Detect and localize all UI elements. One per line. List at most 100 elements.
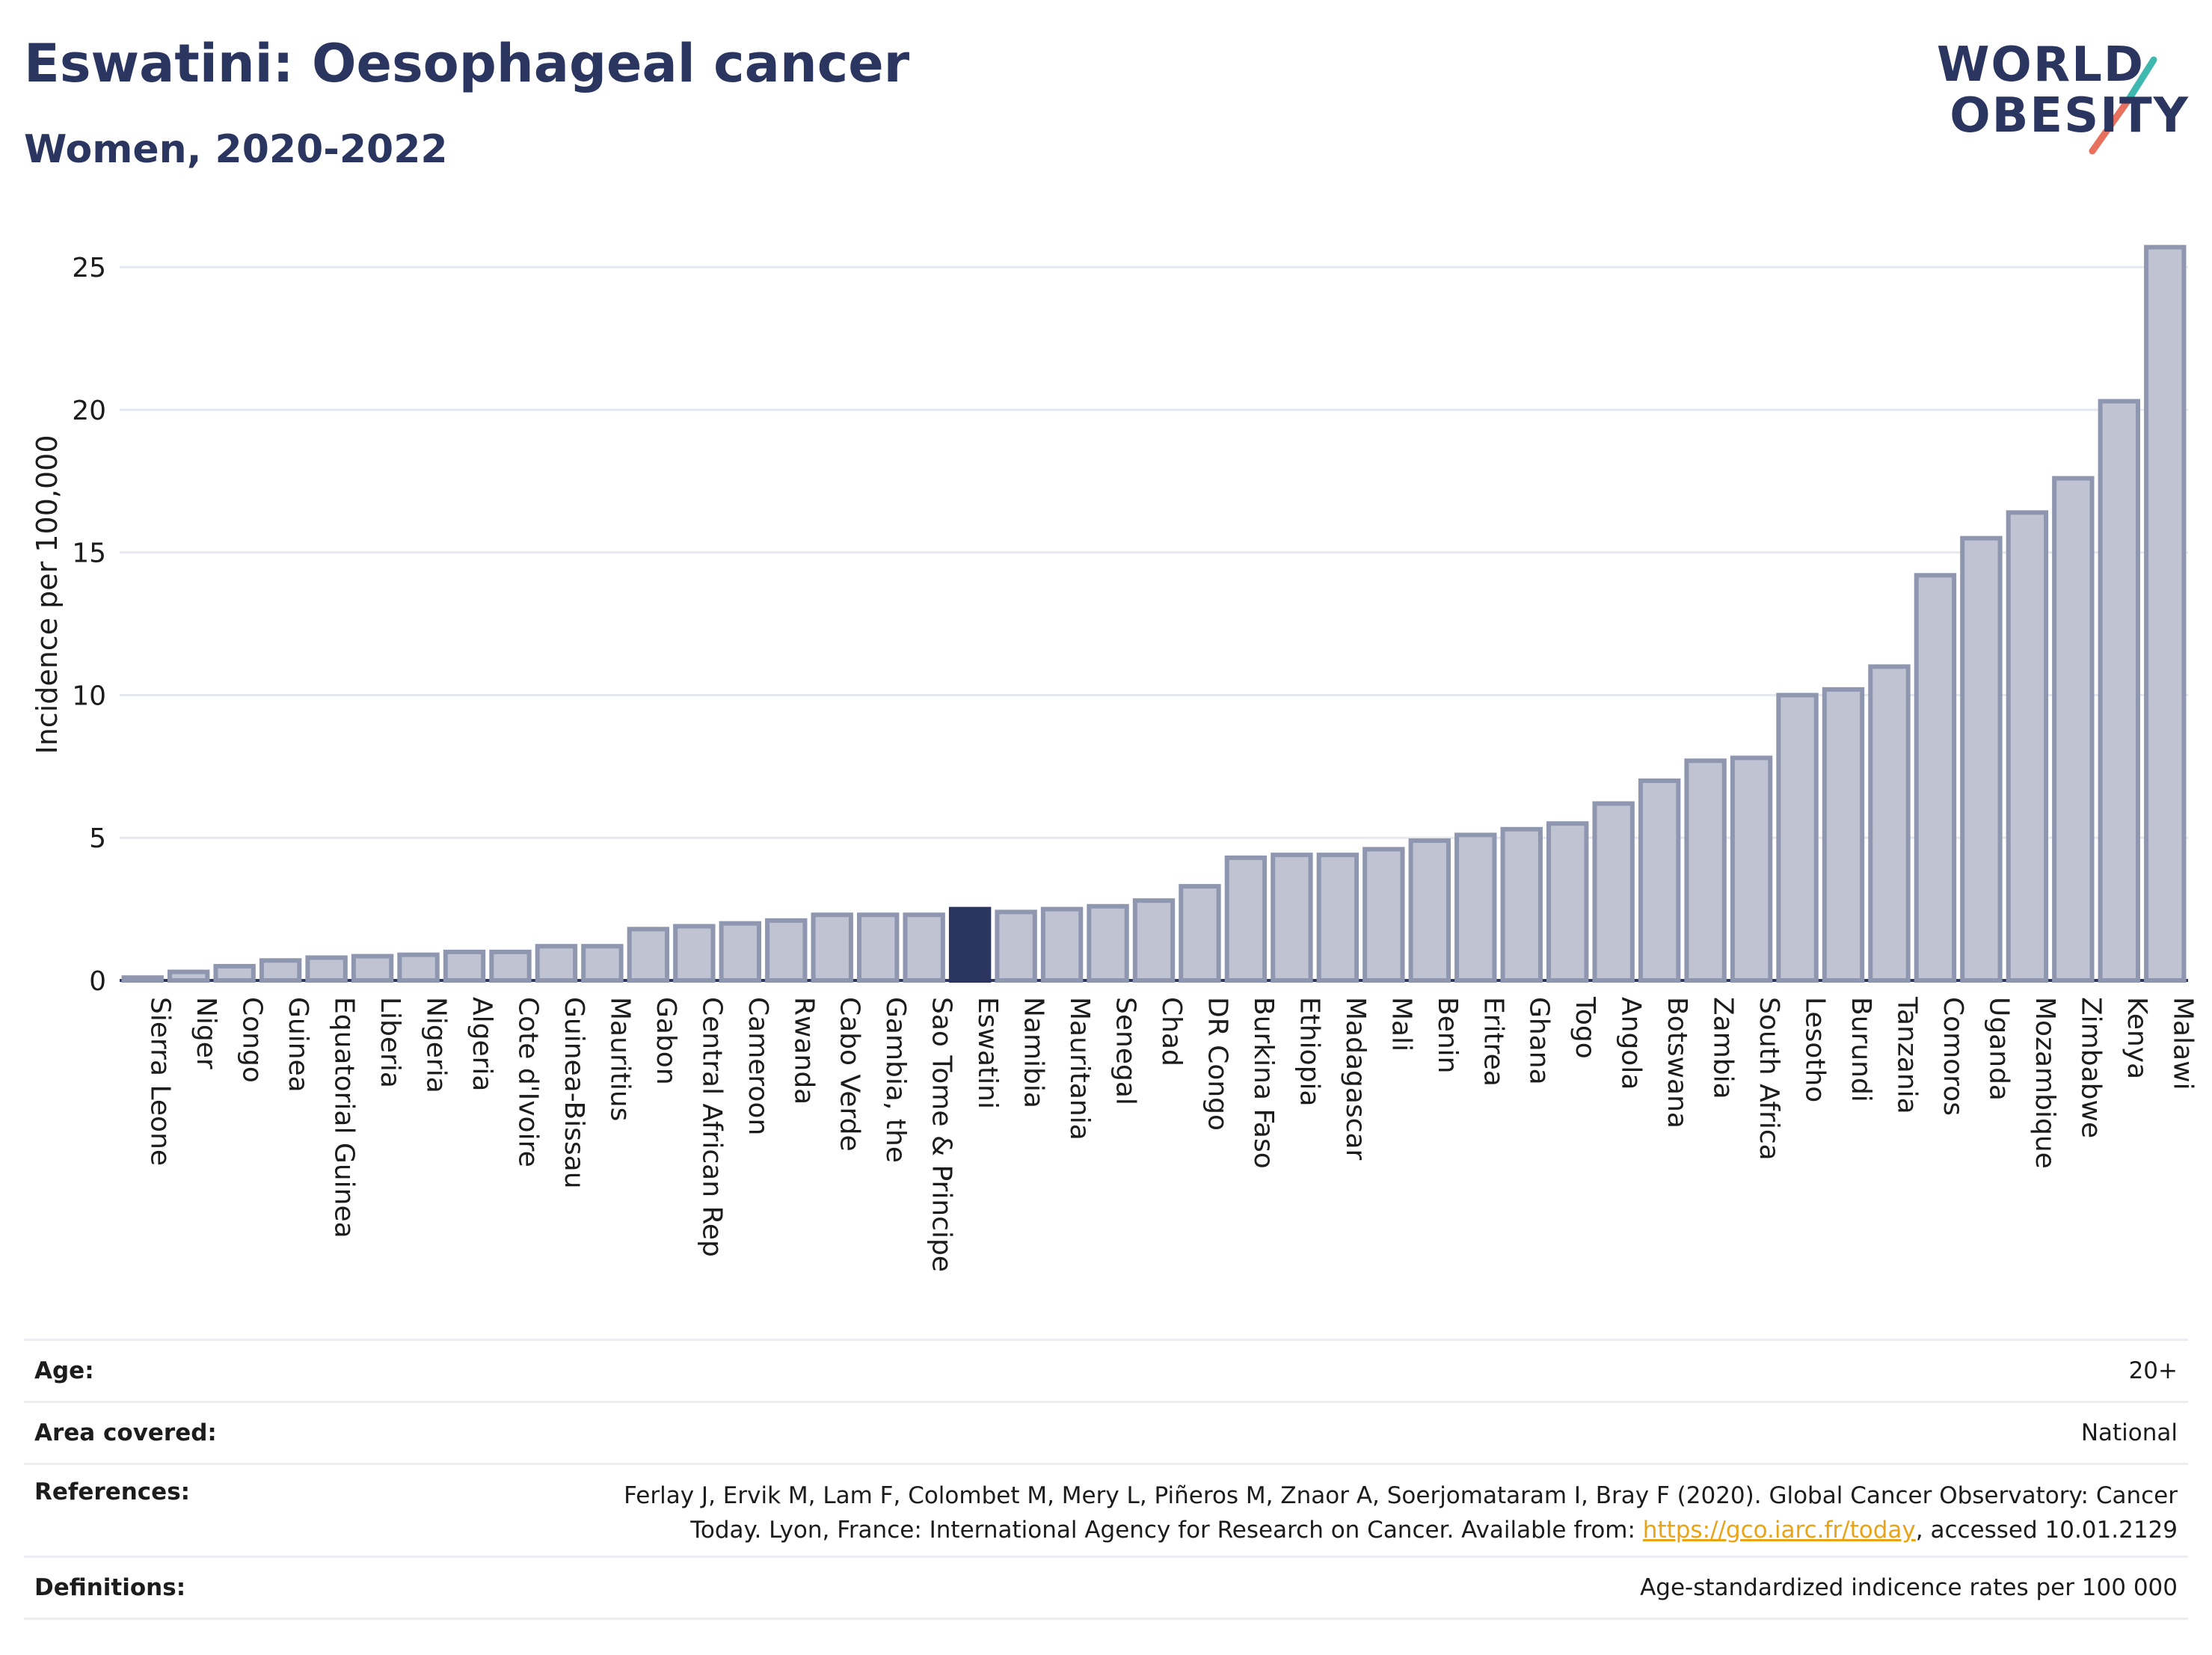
bar-cote-d-ivoire[interactable] bbox=[489, 949, 532, 983]
y-tick-labels: 0 5 10 15 20 25 bbox=[72, 253, 106, 997]
bar-gambia-the[interactable] bbox=[856, 912, 900, 983]
x-tick-label: Mozambique bbox=[2030, 997, 2060, 1169]
y-tick-label: 10 bbox=[72, 681, 106, 711]
x-tick-label: Tanzania bbox=[1891, 996, 1922, 1114]
bar-mali[interactable] bbox=[1362, 847, 1405, 983]
x-tick-label: Lesotho bbox=[1800, 997, 1831, 1102]
bar-algeria[interactable] bbox=[443, 949, 486, 983]
bar-congo[interactable] bbox=[213, 963, 256, 983]
bar-equatorial-guinea[interactable] bbox=[305, 955, 348, 983]
chart-subtitle: Women, 2020-2022 bbox=[24, 127, 448, 172]
bar-lesotho[interactable] bbox=[1776, 693, 1819, 983]
bar-togo[interactable] bbox=[1546, 821, 1589, 983]
info-table: Age: 20+ Area covered: National Referenc… bbox=[24, 1339, 2188, 1620]
x-tick-label: Eswatini bbox=[972, 997, 1003, 1109]
x-tick-label: Kenya bbox=[2122, 997, 2152, 1079]
bar-namibia[interactable] bbox=[995, 909, 1037, 983]
logo-line-2: OBESITY bbox=[1950, 88, 2190, 144]
x-tick-label: Gambia, the bbox=[880, 997, 911, 1163]
bar-central-african-rep[interactable] bbox=[673, 924, 716, 983]
x-tick-label: Sao Tome & Principe bbox=[927, 997, 957, 1272]
x-tick-label: Mauritania bbox=[1064, 997, 1095, 1140]
bar-sao-tome-principe[interactable] bbox=[903, 912, 945, 983]
bar-chart: 0 5 10 15 20 25 Sierra Leone Niger Congo Guinea E… bbox=[31, 245, 2198, 1272]
x-tick-label: DR Congo bbox=[1202, 997, 1232, 1131]
bar-mozambique[interactable] bbox=[2006, 510, 2049, 983]
y-tick-label: 15 bbox=[72, 538, 106, 569]
bar-uganda[interactable] bbox=[1960, 535, 2003, 983]
bar-ghana[interactable] bbox=[1500, 826, 1543, 983]
x-tick-label: South Africa bbox=[1754, 997, 1784, 1161]
x-tick-label: Niger bbox=[191, 997, 221, 1069]
definitions-label: Definitions: bbox=[34, 1574, 186, 1601]
x-tick-label: Comoros bbox=[1938, 997, 1968, 1116]
bar-rwanda[interactable] bbox=[765, 918, 808, 983]
bar-malawi[interactable] bbox=[2144, 245, 2187, 983]
bar-niger[interactable] bbox=[167, 969, 210, 983]
x-tick-label: Angola bbox=[1616, 997, 1647, 1090]
x-tick-label: Algeria bbox=[467, 997, 497, 1092]
bar-zimbabwe[interactable] bbox=[2052, 476, 2095, 983]
bar-gabon[interactable] bbox=[627, 927, 670, 983]
x-tick-label: Sierra Leone bbox=[145, 997, 176, 1166]
bar-guinea[interactable] bbox=[259, 958, 302, 983]
x-tick-label: Chad bbox=[1156, 997, 1187, 1066]
bar-ethiopia[interactable] bbox=[1271, 853, 1313, 983]
x-tick-label: Equatorial Guinea bbox=[329, 997, 360, 1238]
bar-nigeria[interactable] bbox=[397, 952, 440, 983]
y-axis-label: Incidence per 100,000 bbox=[31, 435, 64, 754]
bar-eritrea[interactable] bbox=[1454, 832, 1497, 983]
x-tick-label: Central African Rep bbox=[696, 997, 727, 1257]
y-tick-label: 0 bbox=[89, 966, 106, 997]
world-obesity-logo: WORLD OBESITY bbox=[1937, 30, 2190, 157]
bar-cameroon[interactable] bbox=[719, 921, 762, 983]
bar-senegal[interactable] bbox=[1087, 903, 1129, 983]
bar-sierra-leone[interactable] bbox=[121, 975, 164, 983]
y-tick-label: 5 bbox=[89, 823, 106, 854]
info-row-definitions: Definitions: Age-standardized indicence … bbox=[24, 1556, 2188, 1620]
bar-comoros[interactable] bbox=[1914, 573, 1957, 983]
bar-angola[interactable] bbox=[1592, 801, 1635, 983]
info-row-references: References: Ferlay J, Ervik M, Lam F, Co… bbox=[24, 1463, 2188, 1556]
bar-madagascar[interactable] bbox=[1316, 853, 1360, 983]
x-tick-label: Malawi bbox=[2167, 997, 2198, 1090]
x-tick-label: Congo bbox=[237, 997, 268, 1083]
bar-burundi[interactable] bbox=[1822, 687, 1865, 983]
bar-botswana[interactable] bbox=[1638, 778, 1681, 983]
x-tick-label: Gabon bbox=[651, 997, 681, 1085]
y-tick-label: 25 bbox=[72, 253, 106, 283]
references-accessed: , accessed 10.01.2129 bbox=[1915, 1517, 2178, 1544]
x-tick-label: Ghana bbox=[1524, 997, 1555, 1085]
bar-guinea-bissau[interactable] bbox=[535, 944, 578, 983]
x-tick-label: Madagascar bbox=[1340, 997, 1371, 1161]
bar-chad[interactable] bbox=[1132, 898, 1176, 983]
x-tick-label: Burundi bbox=[1846, 997, 1876, 1102]
bar-eswatini[interactable] bbox=[948, 906, 992, 983]
y-tick-label: 20 bbox=[72, 396, 106, 426]
bar-liberia[interactable] bbox=[351, 954, 394, 983]
bar-dr-congo[interactable] bbox=[1179, 884, 1221, 983]
x-tick-label: Cabo Verde bbox=[835, 997, 865, 1152]
x-tick-label: Uganda bbox=[1983, 997, 2014, 1101]
area-label: Area covered: bbox=[34, 1419, 217, 1446]
bar-kenya[interactable] bbox=[2098, 399, 2141, 983]
bar-benin[interactable] bbox=[1408, 838, 1451, 983]
x-tick-label: Nigeria bbox=[421, 997, 452, 1093]
age-value: 20+ bbox=[2128, 1357, 2178, 1384]
x-tick-label: Rwanda bbox=[788, 997, 819, 1105]
bar-south-africa[interactable] bbox=[1730, 755, 1773, 983]
bar-cabo-verde[interactable] bbox=[811, 912, 853, 983]
bar-burkina-faso[interactable] bbox=[1224, 855, 1268, 983]
info-row-area: Area covered: National bbox=[24, 1401, 2188, 1463]
x-tick-label: Cote d'Ivoire bbox=[512, 997, 543, 1167]
bar-zambia[interactable] bbox=[1684, 758, 1727, 983]
bar-mauritius[interactable] bbox=[581, 944, 624, 983]
bars bbox=[121, 245, 2187, 983]
bar-tanzania[interactable] bbox=[1868, 664, 1911, 983]
x-tick-label: Togo bbox=[1570, 996, 1600, 1059]
bar-mauritania[interactable] bbox=[1040, 906, 1084, 983]
x-tick-label: Guinea-Bissau bbox=[559, 997, 589, 1189]
x-tick-label: Mali bbox=[1386, 997, 1416, 1051]
references-link[interactable]: https://gco.iarc.fr/today bbox=[1642, 1517, 1916, 1544]
references-value: Ferlay J, Ervik M, Lam F, Colombet M, Me… bbox=[607, 1479, 2178, 1547]
